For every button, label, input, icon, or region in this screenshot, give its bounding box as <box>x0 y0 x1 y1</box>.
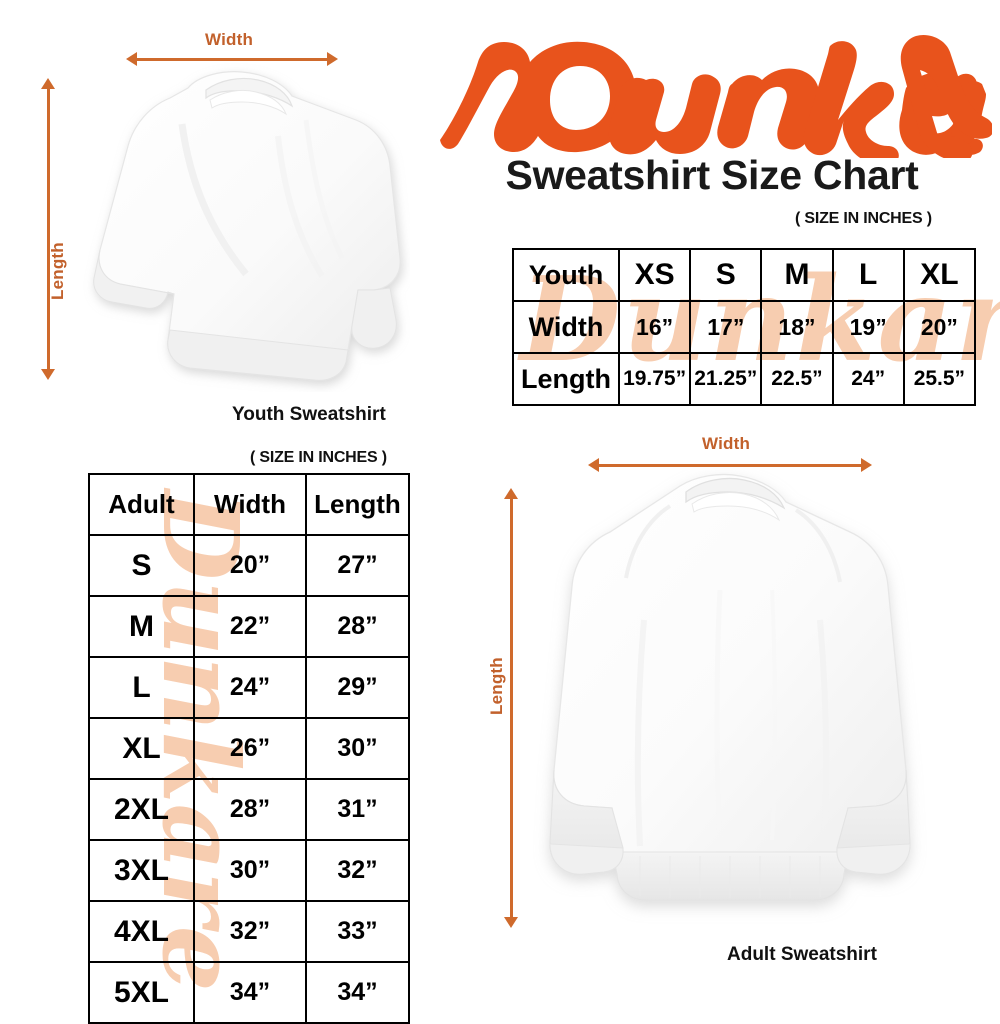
adult-length-cell: 29” <box>305 656 410 719</box>
table-row: S 20” 27” <box>88 534 410 597</box>
adult-col-header: Length <box>305 473 410 536</box>
youth-length-cell: 24” <box>831 352 905 406</box>
youth-width-arrow <box>126 52 338 66</box>
table-row: 2XL 28” 31” <box>88 778 410 841</box>
table-row: Width 16” 17” 18” 19” 20” <box>512 300 977 354</box>
adult-size-cell: L <box>88 656 195 719</box>
adult-width-cell: 22” <box>193 595 307 658</box>
youth-length-arrow <box>41 78 55 380</box>
youth-row-header: Width <box>512 300 620 354</box>
youth-size-cell: XL <box>902 248 977 302</box>
brand-logo <box>432 28 992 158</box>
adult-length-cell: 33” <box>305 900 410 963</box>
adult-size-cell: 5XL <box>88 961 195 1024</box>
page-title: Sweatshirt Size Chart <box>505 152 919 198</box>
adult-width-cell: 34” <box>193 961 307 1024</box>
adult-width-cell: 20” <box>193 534 307 597</box>
youth-size-cell: M <box>760 248 834 302</box>
youth-size-cell: XS <box>617 248 692 302</box>
table-row: M 22” 28” <box>88 595 410 658</box>
table-row: L 24” 29” <box>88 656 410 719</box>
youth-width-label: Width <box>205 30 254 49</box>
adult-size-cell: S <box>88 534 195 597</box>
youth-width-cell: 20” <box>902 300 977 354</box>
adult-length-cell: 30” <box>305 717 410 780</box>
youth-sweatshirt-caption: Youth Sweatshirt <box>232 404 386 425</box>
youth-width-cell: 18” <box>760 300 834 354</box>
adult-width-cell: 28” <box>193 778 307 841</box>
adult-units-note: ( SIZE IN INCHES ) <box>250 449 387 466</box>
adult-length-arrow <box>504 488 518 928</box>
table-row: XL 26” 30” <box>88 717 410 780</box>
adult-length-cell: 27” <box>305 534 410 597</box>
adult-width-cell: 24” <box>193 656 307 719</box>
youth-length-cell: 21.25” <box>689 352 763 406</box>
youth-size-cell: L <box>831 248 905 302</box>
table-row: Length 19.75” 21.25” 22.5” 24” 25.5” <box>512 352 977 406</box>
table-row: Adult Width Length <box>88 473 410 536</box>
adult-size-cell: 3XL <box>88 839 195 902</box>
youth-row-header: Youth <box>512 248 620 302</box>
adult-width-cell: 26” <box>193 717 307 780</box>
adult-size-cell: M <box>88 595 195 658</box>
adult-size-cell: XL <box>88 717 195 780</box>
adult-width-cell: 32” <box>193 900 307 963</box>
adult-size-cell: 2XL <box>88 778 195 841</box>
youth-width-cell: 17” <box>689 300 763 354</box>
adult-size-table: Adult Width Length S 20” 27” M 22” 28” L… <box>88 473 410 1024</box>
youth-length-cell: 22.5” <box>760 352 834 406</box>
adult-col-header: Adult <box>88 473 195 536</box>
adult-width-label: Width <box>702 434 751 453</box>
youth-size-cell: S <box>689 248 763 302</box>
youth-width-cell: 19” <box>831 300 905 354</box>
adult-sweatshirt-illustration <box>520 470 940 935</box>
adult-length-cell: 32” <box>305 839 410 902</box>
youth-row-header: Length <box>512 352 620 406</box>
adult-length-cell: 34” <box>305 961 410 1024</box>
table-row: 4XL 32” 33” <box>88 900 410 963</box>
youth-width-cell: 16” <box>617 300 692 354</box>
adult-size-cell: 4XL <box>88 900 195 963</box>
youth-units-note: ( SIZE IN INCHES ) <box>795 210 932 227</box>
youth-length-cell: 25.5” <box>902 352 977 406</box>
table-row: Youth XS S M L XL <box>512 248 977 302</box>
adult-sweatshirt-caption: Adult Sweatshirt <box>727 944 877 965</box>
size-chart-page: Width Length <box>41 28 1000 1024</box>
adult-width-arrow <box>588 458 872 472</box>
adult-length-cell: 31” <box>305 778 410 841</box>
youth-size-table: Youth XS S M L XL Width 16” 17” 18” 19” … <box>512 248 977 406</box>
youth-length-cell: 19.75” <box>617 352 692 406</box>
table-row: 3XL 30” 32” <box>88 839 410 902</box>
youth-sweatshirt-illustration <box>70 62 410 392</box>
adult-col-header: Width <box>193 473 307 536</box>
adult-width-cell: 30” <box>193 839 307 902</box>
table-row: 5XL 34” 34” <box>88 961 410 1024</box>
adult-length-cell: 28” <box>305 595 410 658</box>
